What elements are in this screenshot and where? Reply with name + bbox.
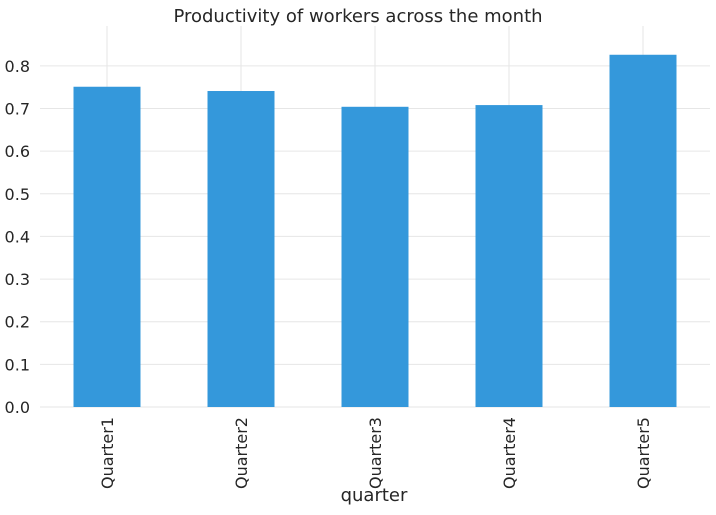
bar-quarter1 bbox=[73, 86, 141, 408]
y-tick-label: 0.8 bbox=[5, 57, 30, 76]
x-tick-label: Quarter5 bbox=[634, 417, 653, 489]
x-axis-label: quarter bbox=[341, 485, 408, 506]
x-tick-label: Quarter1 bbox=[98, 417, 117, 489]
y-tick-label: 0.5 bbox=[5, 185, 30, 204]
bar-quarter5 bbox=[609, 54, 677, 408]
y-tick-label: 0.3 bbox=[5, 270, 30, 289]
x-tick-label: Quarter4 bbox=[500, 417, 519, 489]
x-tick-label: Quarter2 bbox=[232, 417, 251, 489]
y-tick-label: 0.6 bbox=[5, 142, 30, 161]
bar-quarter3 bbox=[341, 106, 409, 407]
y-tick-label: 0.4 bbox=[5, 227, 30, 246]
y-tick-labels: 0.0 0.1 0.2 0.3 0.4 0.5 0.6 0.7 0.8 bbox=[5, 57, 30, 417]
bar-quarter2 bbox=[207, 91, 275, 407]
y-tick-label: 0.7 bbox=[5, 99, 30, 118]
chart-title: Productivity of workers across the month bbox=[173, 6, 542, 27]
y-tick-label: 0.0 bbox=[5, 398, 30, 417]
bar-quarter4 bbox=[475, 105, 543, 407]
bars bbox=[73, 54, 677, 408]
x-tick-labels: Quarter1 Quarter2 Quarter3 Quarter4 Quarter5 bbox=[98, 417, 653, 489]
x-tick-label: Quarter3 bbox=[366, 417, 385, 489]
y-tick-label: 0.2 bbox=[5, 313, 30, 332]
y-tick-label: 0.1 bbox=[5, 355, 30, 374]
